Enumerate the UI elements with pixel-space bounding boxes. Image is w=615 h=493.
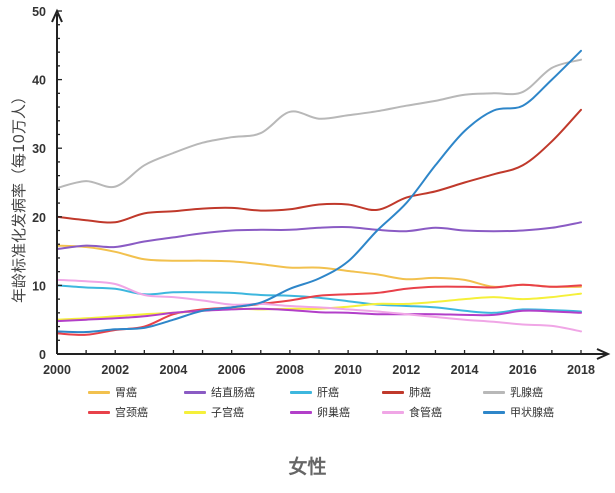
legend-label: 肝癌 [317, 386, 339, 399]
x-tick-label: 2010 [334, 363, 362, 377]
legend-label: 子宫癌 [211, 406, 244, 419]
chart-title: 女性 [288, 456, 327, 478]
x-tick-label: 2014 [451, 363, 479, 377]
y-axis-label: 年龄标准化发病率（每10万人） [10, 89, 28, 303]
series-line-3 [56, 108, 582, 224]
y-tick-label: 0 [39, 348, 46, 362]
series-line-5 [56, 283, 582, 336]
legend-label: 卵巢癌 [317, 406, 350, 419]
x-tick-label: 2002 [101, 363, 129, 377]
legend-swatch [382, 390, 404, 394]
x-tick-label: 2012 [392, 363, 420, 377]
line-chart: 2000 2002 2004 2006 2008 2010 2012 2014 2016 2018… [10, 5, 611, 377]
legend-item: 胃癌 [88, 385, 184, 399]
legend-swatch [290, 410, 312, 414]
series-line-1 [56, 221, 582, 250]
legend-item: 肝癌 [290, 385, 382, 399]
ticks: 2000 2002 2004 2006 2008 2010 2012 2014 2016 2018… [32, 5, 595, 377]
legend-item: 肺癌 [382, 385, 483, 399]
y-tick-label: 20 [32, 211, 46, 225]
legend-swatch [483, 410, 505, 414]
legend-swatch [382, 410, 404, 414]
y-tick-label: 10 [32, 279, 46, 293]
legend-swatch [88, 390, 110, 394]
legend-swatch [483, 390, 505, 394]
legend-item: 子宫癌 [184, 405, 290, 419]
legend-label: 乳腺癌 [510, 386, 543, 399]
x-tick-label: 2018 [567, 363, 595, 377]
legend-swatch [88, 410, 110, 414]
legend-label: 胃癌 [115, 386, 137, 399]
series-line-7 [56, 307, 582, 323]
series-line-8 [56, 278, 582, 333]
x-axis-arrow-icon [596, 348, 611, 360]
y-tick-label: 40 [32, 74, 46, 88]
x-tick-label: 2000 [43, 363, 71, 377]
legend: 胃癌 结直肠癌 肝癌 肺癌 乳腺癌宫颈癌 子宫癌 卵巢癌 食管癌 甲状腺癌 [88, 385, 568, 419]
legend-item: 卵巢癌 [290, 405, 382, 419]
legend-item: 宫颈癌 [88, 405, 184, 419]
x-tick-label: 2008 [276, 363, 304, 377]
legend-label: 结直肠癌 [211, 386, 255, 399]
series-line-4 [56, 58, 582, 189]
legend-swatch [290, 390, 312, 394]
series-layer [56, 49, 582, 336]
legend-label: 食管癌 [409, 406, 442, 419]
legend-swatch [184, 390, 206, 394]
legend-item: 结直肠癌 [184, 385, 290, 399]
axes [51, 8, 611, 360]
legend-swatch [184, 410, 206, 414]
legend-label: 肺癌 [409, 386, 431, 399]
legend-label: 宫颈癌 [115, 406, 148, 419]
y-tick-label: 30 [32, 142, 46, 156]
legend-item: 乳腺癌 [483, 385, 573, 399]
series-line-0 [56, 244, 582, 288]
legend-item: 食管癌 [382, 405, 483, 419]
y-tick-label: 50 [32, 5, 46, 19]
series-line-6 [56, 292, 582, 321]
legend-label: 甲状腺癌 [510, 406, 554, 419]
legend-item: 甲状腺癌 [483, 405, 573, 419]
x-tick-label: 2004 [160, 363, 188, 377]
series-line-9 [56, 49, 582, 334]
x-tick-label: 2006 [218, 363, 246, 377]
x-tick-label: 2016 [509, 363, 537, 377]
